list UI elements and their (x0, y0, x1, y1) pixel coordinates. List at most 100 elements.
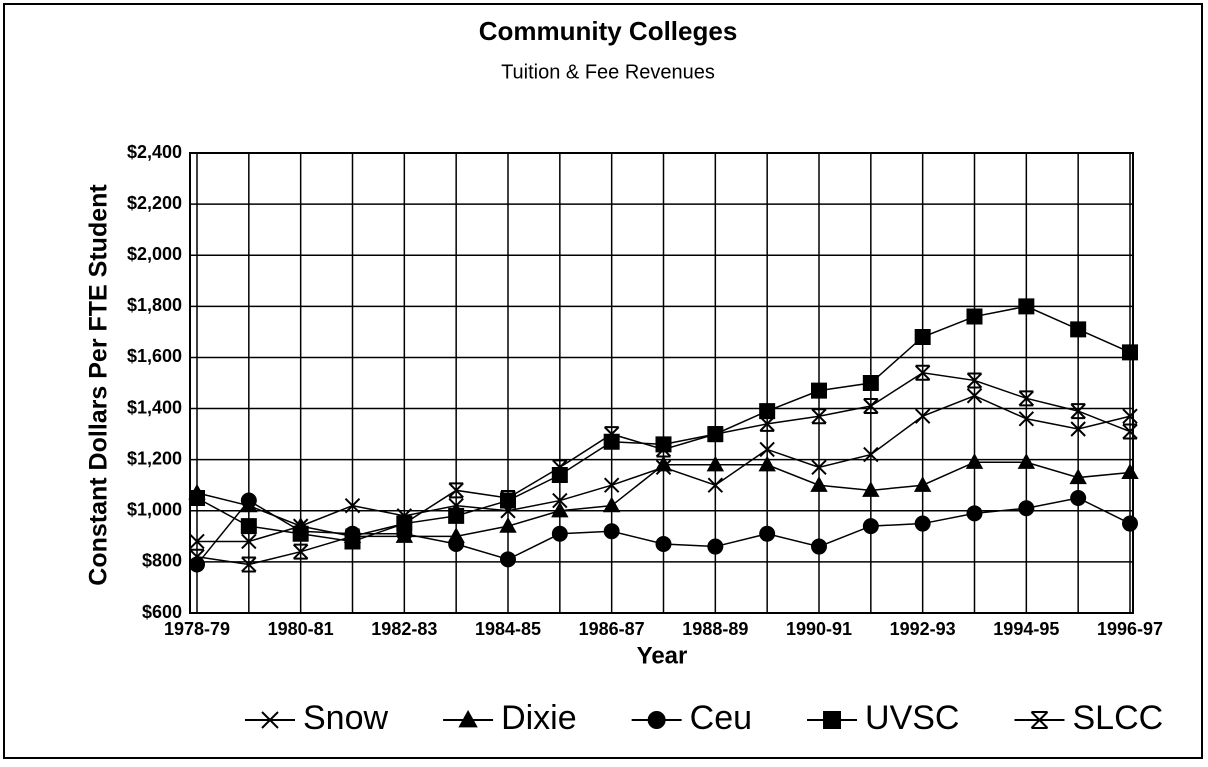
marker (647, 711, 666, 729)
marker (1017, 453, 1036, 469)
y-tick-label: $1,800 (127, 295, 182, 315)
x-tick-label: 1986-87 (579, 619, 645, 639)
x-tick-label: 1980-81 (268, 619, 334, 639)
marker (706, 455, 725, 472)
marker (241, 533, 257, 550)
marker (448, 536, 465, 552)
marker (655, 441, 672, 458)
marker (189, 548, 205, 565)
marker (914, 364, 931, 381)
marker (1018, 411, 1035, 427)
marker (823, 711, 842, 729)
marker (863, 446, 879, 463)
marker (758, 455, 776, 472)
y-tick-label: $1,400 (127, 397, 182, 417)
marker (914, 408, 931, 424)
marker (811, 408, 827, 425)
marker (655, 536, 672, 552)
marker (396, 515, 413, 532)
marker (551, 525, 568, 542)
marker (707, 426, 724, 443)
marker (292, 525, 309, 542)
x-tick-label: 1994-95 (993, 619, 1059, 639)
marker (240, 492, 257, 509)
legend-label: UVSC (865, 699, 959, 737)
chart-subtitle: Tuition & Fee Revenues (501, 61, 715, 83)
marker (1018, 390, 1035, 407)
marker (261, 711, 279, 729)
y-axis-label: Constant Dollars Per FTE Student (85, 184, 113, 586)
marker (241, 556, 257, 573)
x-tick-label: 1982-83 (371, 619, 437, 639)
marker (1070, 490, 1087, 506)
legend-label: SLCC (1072, 699, 1163, 737)
marker (759, 441, 775, 458)
marker (810, 476, 828, 492)
marker (707, 538, 724, 555)
marker (500, 490, 516, 506)
marker (499, 517, 517, 533)
marker (811, 382, 827, 399)
y-tick-label: $2,000 (127, 244, 182, 264)
marker (552, 459, 568, 476)
marker (1070, 421, 1086, 437)
marker (966, 388, 983, 404)
marker (603, 426, 620, 443)
marker (1018, 500, 1035, 517)
marker (862, 518, 879, 535)
marker (1122, 423, 1138, 440)
marker (914, 329, 931, 345)
marker (189, 490, 205, 506)
marker (458, 709, 478, 728)
y-tick-label: $600 (142, 602, 182, 622)
marker (810, 538, 828, 555)
marker (1121, 463, 1139, 480)
marker (863, 398, 879, 414)
x-tick-label: 1988-89 (682, 619, 748, 639)
marker (240, 518, 257, 535)
marker (603, 477, 620, 493)
legend-label: Dixie (501, 699, 577, 737)
x-tick-label: 1996-97 (1097, 619, 1163, 639)
y-tick-label: $2,400 (127, 142, 182, 162)
marker (1122, 344, 1138, 361)
x-tick-label: 1978-79 (164, 619, 230, 639)
marker (448, 482, 464, 499)
marker (344, 497, 361, 514)
marker (1018, 298, 1035, 315)
marker (759, 525, 776, 542)
marker (966, 505, 983, 522)
marker (344, 528, 361, 545)
marker (862, 481, 880, 497)
marker (913, 476, 932, 492)
marker (448, 507, 465, 524)
marker (914, 515, 931, 532)
marker (603, 523, 620, 540)
marker (602, 496, 621, 513)
marker (551, 501, 569, 518)
marker (966, 372, 983, 389)
x-axis-label: Year (637, 642, 688, 669)
marker (1121, 515, 1139, 532)
y-tick-label: $1,600 (127, 346, 182, 366)
marker (552, 492, 568, 509)
x-tick-label: 1992-93 (890, 619, 956, 639)
marker (1069, 468, 1087, 485)
marker (654, 455, 673, 472)
marker (759, 415, 775, 432)
frame (3, 3, 1203, 759)
legend-label: Snow (303, 699, 388, 737)
marker (862, 375, 879, 391)
y-tick-label: $1,200 (127, 448, 182, 468)
marker (811, 459, 827, 476)
marker (189, 533, 205, 550)
marker (1070, 321, 1087, 338)
marker (1122, 408, 1138, 424)
x-tick-label: 1984-85 (475, 619, 541, 639)
x-tick-label: 1990-91 (786, 619, 852, 639)
marker (707, 477, 724, 493)
marker (1030, 711, 1049, 729)
chart-title: Community Colleges (479, 16, 738, 46)
marker (965, 453, 984, 469)
